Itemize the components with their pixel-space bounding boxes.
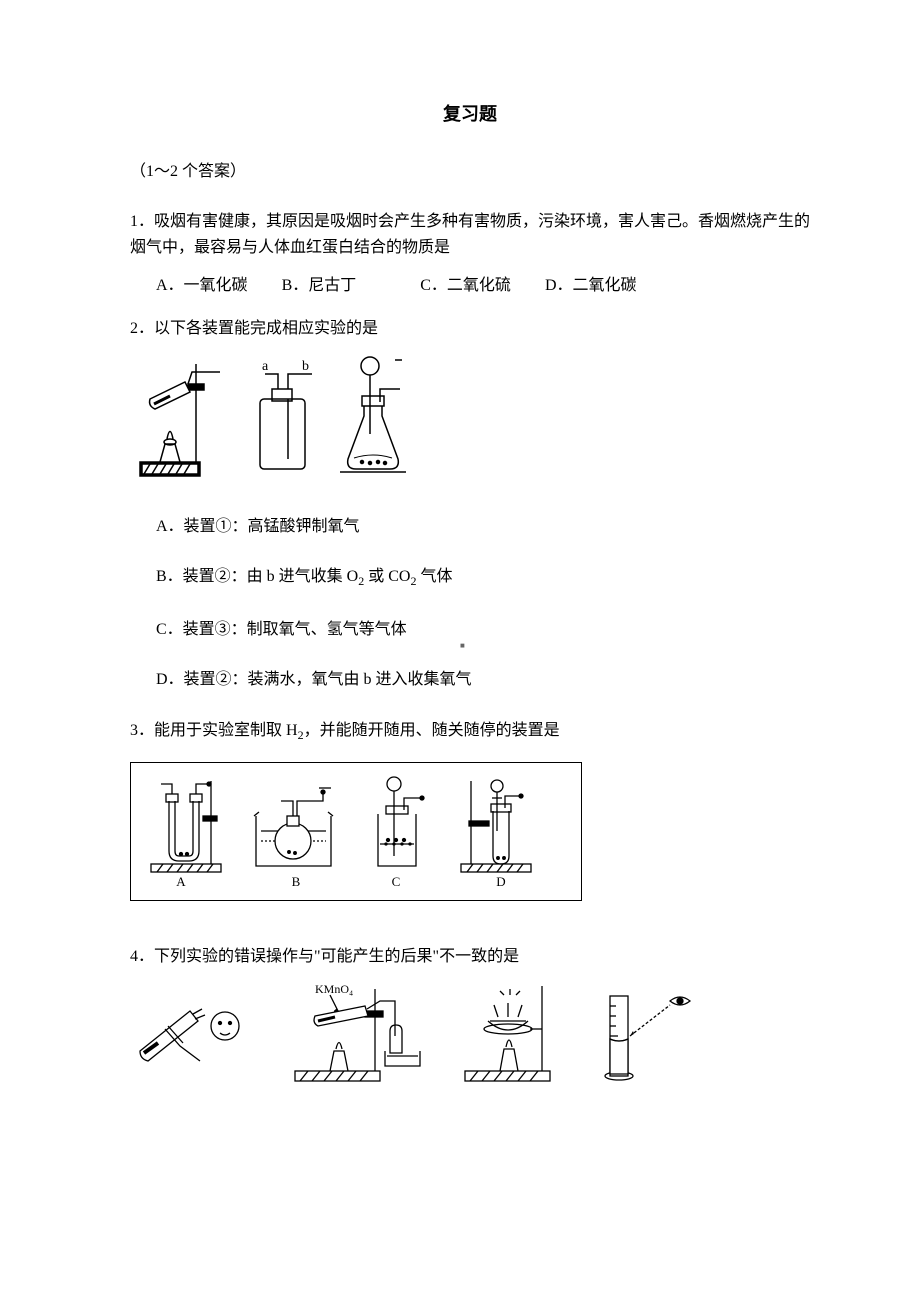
q1-options: A．一氧化碳 B．尼古丁 C．二氧化硫 D．二氧化碳 [130,273,810,299]
q4-apparatus-svg: KMnO₄ [130,981,750,1091]
q1-text: 1．吸烟有害健康，其原因是吸烟时会产生多种有害物质，污染环境，害人害己。香烟燃烧… [130,209,810,260]
question-1: 1．吸烟有害健康，其原因是吸烟时会产生多种有害物质，污染环境，害人害己。香烟燃烧… [130,209,810,298]
q3-label-c: C [392,874,401,889]
q2-options: A．装置①：高锰酸钾制氧气 B．装置②：由 b 进气收集 O2 或 CO2 气体… [130,514,810,693]
question-4: 4．下列实验的错误操作与"可能产生的后果"不一致的是 [130,944,810,1092]
q2-opt-d: D．装置②：装满水，氧气由 b 进入收集氧气 [156,667,810,693]
q1-opt-d: D．二氧化碳 [545,273,637,299]
q2-opt-b: B．装置②：由 b 进气收集 O2 或 CO2 气体 [156,564,810,591]
q3-figure-box: A [130,762,582,901]
q2-figures: a b [130,354,810,484]
q3-label-d: D [496,874,505,889]
question-3: 3．能用于实验室制取 H2，并能随开随用、随关随停的装置是 [130,718,810,926]
q2-label-a: a [262,359,269,374]
q3-label-b: B [292,874,301,889]
q4-figures: KMnO₄ [130,981,810,1091]
page-center-mark: ■ [460,640,465,653]
q1-opt-a: A．一氧化碳 [156,273,248,299]
q4-kmno4-label: KMnO₄ [315,982,353,996]
q2-opt-c: C．装置③：制取氧气、氢气等气体 [156,617,810,643]
q2-opt-a: A．装置①：高锰酸钾制氧气 [156,514,810,540]
q3-apparatus-svg: A [141,771,571,891]
question-2: 2．以下各装置能完成相应实验的是 [130,316,810,693]
q4-text: 4．下列实验的错误操作与"可能产生的后果"不一致的是 [130,944,810,970]
page-title: 复习题 [130,100,810,129]
q3-label-a: A [176,874,186,889]
q2-apparatus-svg: a b [130,354,420,484]
q2-text: 2．以下各装置能完成相应实验的是 [130,316,810,342]
answer-count-note: （1～2 个答案） [130,159,810,185]
q3-text: 3．能用于实验室制取 H2，并能随开随用、随关随停的装置是 [130,718,810,745]
q2-label-b: b [302,359,309,374]
q1-opt-c: C．二氧化硫 [420,273,511,299]
q1-opt-b: B．尼古丁 [282,273,357,299]
